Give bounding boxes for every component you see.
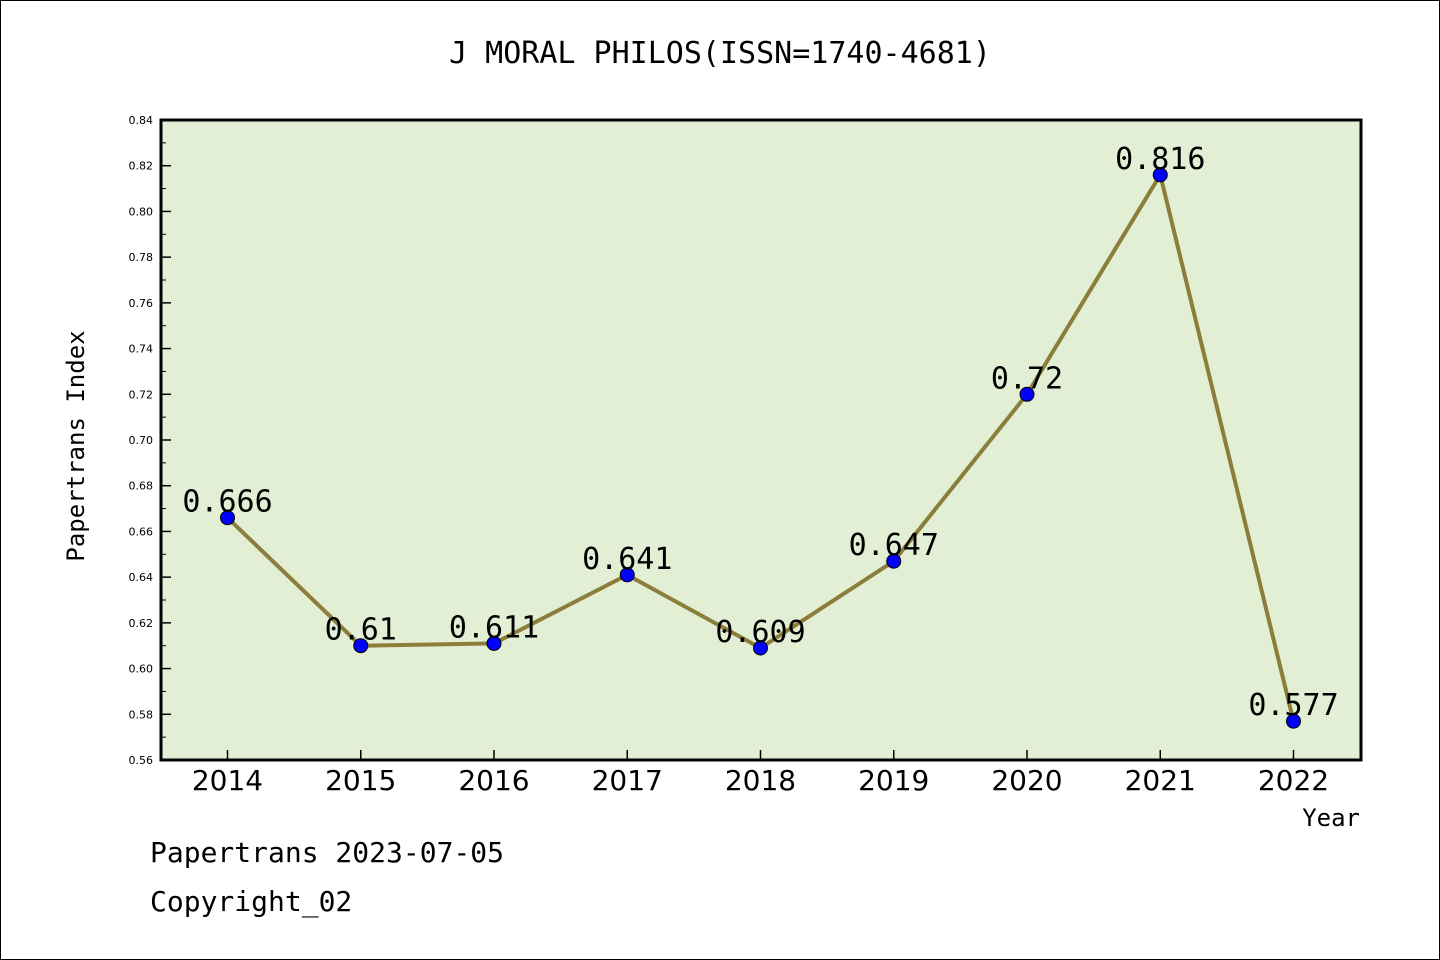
footer-date: Papertrans 2023-07-05 xyxy=(150,836,505,869)
data-point xyxy=(486,635,502,651)
y-tick-label: 0.72 xyxy=(129,388,154,401)
data-point xyxy=(886,553,902,569)
data-point xyxy=(753,640,768,656)
data-point xyxy=(353,638,369,654)
y-tick-label: 0.70 xyxy=(129,434,154,447)
data-label: 0.666 xyxy=(182,485,272,520)
data-label: 0.641 xyxy=(582,542,672,577)
x-tick-label: 2015 xyxy=(325,764,396,797)
data-label: 0.816 xyxy=(1115,142,1205,177)
x-tick-label: 2020 xyxy=(991,764,1062,797)
y-tick-label: 0.76 xyxy=(129,297,154,310)
data-label: 0.609 xyxy=(715,615,805,650)
x-tick-label: 2014 xyxy=(192,764,263,797)
plot-area xyxy=(159,118,1363,762)
x-tick-label: 2017 xyxy=(592,764,663,797)
data-label: 0.61 xyxy=(325,613,397,648)
footer-copyright: Copyright_02 xyxy=(150,885,353,918)
y-axis: 0.56 0.58 0.60 0.62 0.64 0.66 0.68 0.70 0.72 0.74… xyxy=(129,114,171,767)
x-tick-label: 2021 xyxy=(1125,764,1196,797)
x-axis: 2014 2015 2016 2017 2018 2019 2020 2021 2022 xyxy=(192,750,1329,797)
y-tick-label: 0.74 xyxy=(129,343,154,356)
y-tick-label: 0.62 xyxy=(129,617,154,630)
data-label: 0.647 xyxy=(849,528,939,563)
y-tick-label: 0.78 xyxy=(129,251,154,264)
y-tick-label: 0.82 xyxy=(129,160,154,173)
y-tick-label: 0.66 xyxy=(129,525,154,538)
data-point xyxy=(1019,386,1035,402)
x-tick-label: 2016 xyxy=(458,764,529,797)
data-label: 0.72 xyxy=(991,361,1063,396)
data-labels: 0.666 0.61 0.611 0.641 0.609 0.647 0.72 0.816 0.… xyxy=(182,142,1338,723)
x-axis-label: Year xyxy=(1302,804,1360,832)
y-tick-label: 0.60 xyxy=(129,663,154,676)
y-axis-label: Papertrans Index xyxy=(62,330,90,561)
y-tick-label: 0.80 xyxy=(129,205,154,218)
y-tick-label: 0.58 xyxy=(129,708,154,721)
data-label: 0.577 xyxy=(1248,688,1338,723)
y-tick-label: 0.84 xyxy=(129,114,154,127)
x-tick-label: 2018 xyxy=(725,764,796,797)
y-tick-label: 0.64 xyxy=(129,571,154,584)
x-tick-label: 2019 xyxy=(858,764,929,797)
y-tick-label: 0.56 xyxy=(129,754,154,767)
data-label: 0.611 xyxy=(449,610,539,645)
y-tick-label: 0.68 xyxy=(129,480,154,493)
x-tick-label: 2022 xyxy=(1258,764,1329,797)
chart-title: J MORAL PHILOS(ISSN=1740-4681) xyxy=(449,36,991,71)
data-point xyxy=(619,567,635,583)
data-point xyxy=(220,510,235,526)
data-point xyxy=(1152,167,1168,183)
data-markers xyxy=(220,167,1301,729)
data-point xyxy=(1286,713,1301,729)
